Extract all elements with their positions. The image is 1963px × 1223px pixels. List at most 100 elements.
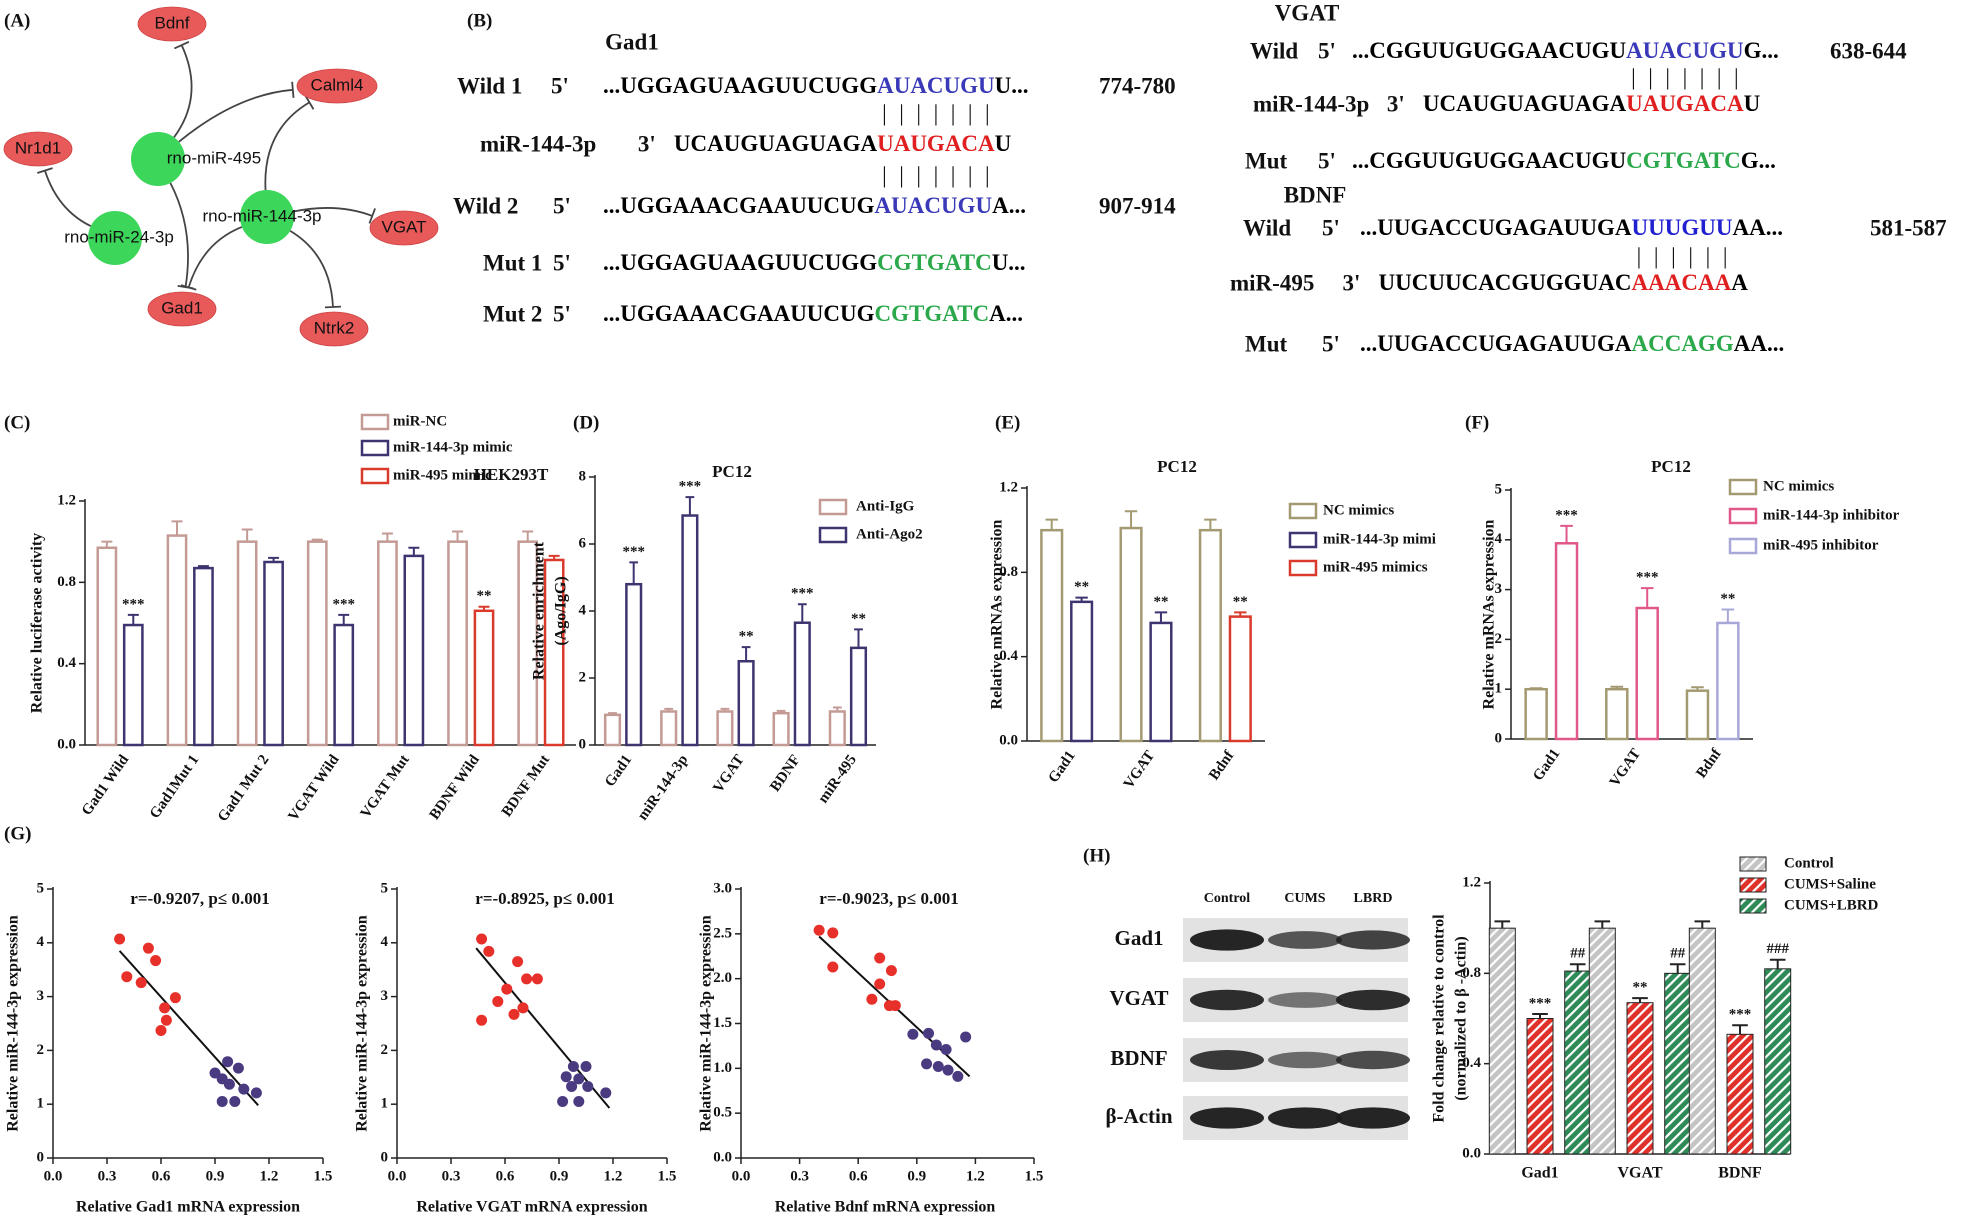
sequence-title: BDNF xyxy=(1284,182,1347,207)
y-tick-label: 6 xyxy=(579,535,587,551)
error-bar xyxy=(685,496,695,516)
blot-band xyxy=(1190,1050,1264,1070)
x-tick-label: 0.6 xyxy=(496,1168,515,1184)
bar xyxy=(1488,927,1516,1155)
y-tick-label: 2 xyxy=(579,669,587,685)
y-tick-label: 1.0 xyxy=(713,1060,732,1076)
bar xyxy=(603,713,622,747)
x-tick-label: 1.5 xyxy=(314,1168,333,1184)
sequence: ...UUGACCUGAGAUUGAACCAGGAA... xyxy=(1360,331,1784,356)
legend-swatch xyxy=(1288,531,1318,549)
panel-label: (B) xyxy=(467,10,492,31)
blot-band xyxy=(1268,931,1342,949)
y-tick-label: 0.8 xyxy=(1462,965,1481,981)
x-tick-label: Bdnf xyxy=(1693,745,1725,781)
significance: ** xyxy=(1633,980,1648,996)
legend-swatch xyxy=(1728,478,1758,496)
y-tick-label: 2 xyxy=(381,1042,389,1058)
legend-label: miR-495 mimic xyxy=(393,467,492,483)
edge xyxy=(264,95,315,191)
legend-swatch xyxy=(360,413,390,431)
sequence-label: Wild xyxy=(1243,215,1291,240)
x-tick-label: 0.0 xyxy=(388,1168,407,1184)
y-tick-label: 0.0 xyxy=(713,1149,732,1165)
legend-label: miR-495 mimics xyxy=(1323,559,1428,575)
strand-end: 5' xyxy=(553,250,571,275)
x-tick-label: VGAT xyxy=(1121,748,1158,792)
node-label: rno-miR-495 xyxy=(167,148,261,167)
bar xyxy=(716,710,734,747)
x-tick-label: BDNF Wild xyxy=(427,752,484,823)
sequence-part: U xyxy=(995,131,1012,156)
edge xyxy=(173,40,193,138)
blot-row-label: Gad1 xyxy=(1114,926,1163,950)
sequence: UCAUGUAGUAGAUAUGACAU xyxy=(674,131,1012,156)
legend-label: Anti-IgG xyxy=(856,498,915,514)
significance: *** xyxy=(122,596,145,612)
sequence-label: Mut xyxy=(1245,331,1288,356)
x-axis-label: Relative Gad1 mRNA expression xyxy=(76,1199,300,1216)
y-tick-label: 0.0 xyxy=(1462,1145,1481,1161)
annotation: r=-0.8925, p≤ 0.001 xyxy=(475,889,614,908)
y-tick-label: 0 xyxy=(1495,730,1503,746)
sequence-part: ...UGGAAACGAAUUCUG xyxy=(603,301,875,326)
x-tick-label: Gad1Mut 1 xyxy=(147,752,202,822)
blot-band xyxy=(1190,929,1264,951)
y-tick-label: 5 xyxy=(37,880,45,896)
chart-title: PC12 xyxy=(1157,457,1197,476)
x-tick-label: 1.5 xyxy=(1025,1168,1044,1184)
legend-swatch xyxy=(1739,856,1767,872)
point xyxy=(238,1083,250,1095)
y-axis-label: Relative enrichment xyxy=(531,541,548,680)
node xyxy=(3,131,73,167)
x-tick-label: miR-144-3p xyxy=(635,752,692,823)
bar xyxy=(1726,1033,1754,1155)
node xyxy=(296,68,378,104)
point xyxy=(573,1096,585,1108)
panel-label: (F) xyxy=(1465,412,1489,433)
error-bar xyxy=(1732,1024,1748,1035)
sequence-part: AA... xyxy=(1732,215,1782,240)
significance: ** xyxy=(1233,594,1248,610)
significance: ** xyxy=(1153,594,1168,610)
point xyxy=(827,927,839,939)
node-label: VGAT xyxy=(381,217,426,236)
x-tick-label: 0.9 xyxy=(907,1168,926,1184)
error-bar xyxy=(1204,518,1217,531)
sequence: ...UGGAGUAAGUUCUGGCGTGATCU... xyxy=(603,250,1026,275)
point xyxy=(960,1031,972,1043)
bar xyxy=(473,609,495,747)
point xyxy=(223,1078,235,1090)
bar xyxy=(263,560,284,747)
x-tick-label: 0.6 xyxy=(152,1168,171,1184)
sequence-part: AUACUGU xyxy=(875,193,993,218)
point xyxy=(573,1073,585,1085)
point xyxy=(155,1024,167,1036)
sequence-label: miR-144-3p xyxy=(1253,91,1369,116)
x-tick-label: 0.3 xyxy=(98,1168,117,1184)
point xyxy=(501,983,513,995)
point xyxy=(885,965,897,977)
point xyxy=(232,1062,244,1074)
legend-label: miR-144-3p inhibitor xyxy=(1763,507,1900,523)
significance: ## xyxy=(1570,946,1586,962)
significance: ** xyxy=(851,611,866,627)
sequence-part: UCAUGUAGUAGA xyxy=(674,131,878,156)
sequence: ...UGGAGUAAGUUCUGGAUACUGUU... xyxy=(603,73,1029,98)
site-label: 638-644 xyxy=(1830,38,1907,63)
error-bar xyxy=(720,707,730,712)
node xyxy=(240,190,294,244)
x-tick-label: VGAT xyxy=(710,752,747,796)
y-tick-label: 1.5 xyxy=(713,1015,732,1031)
x-tick-label: 0.3 xyxy=(790,1168,809,1184)
sequence: ...CGGUUGUGGAACUGUCGTGATCG... xyxy=(1352,148,1776,173)
y-axis-label: Relative luciferase activity xyxy=(29,533,46,713)
point xyxy=(942,1064,954,1076)
y-tick-label: 1 xyxy=(381,1096,389,1112)
x-tick-label: Gad1 Mut 2 xyxy=(215,752,273,825)
bar xyxy=(1040,528,1064,743)
point xyxy=(492,995,504,1007)
error-bar xyxy=(381,532,393,542)
y-axis-label: (Ago/IgG) xyxy=(553,576,570,645)
bar xyxy=(1524,687,1548,741)
